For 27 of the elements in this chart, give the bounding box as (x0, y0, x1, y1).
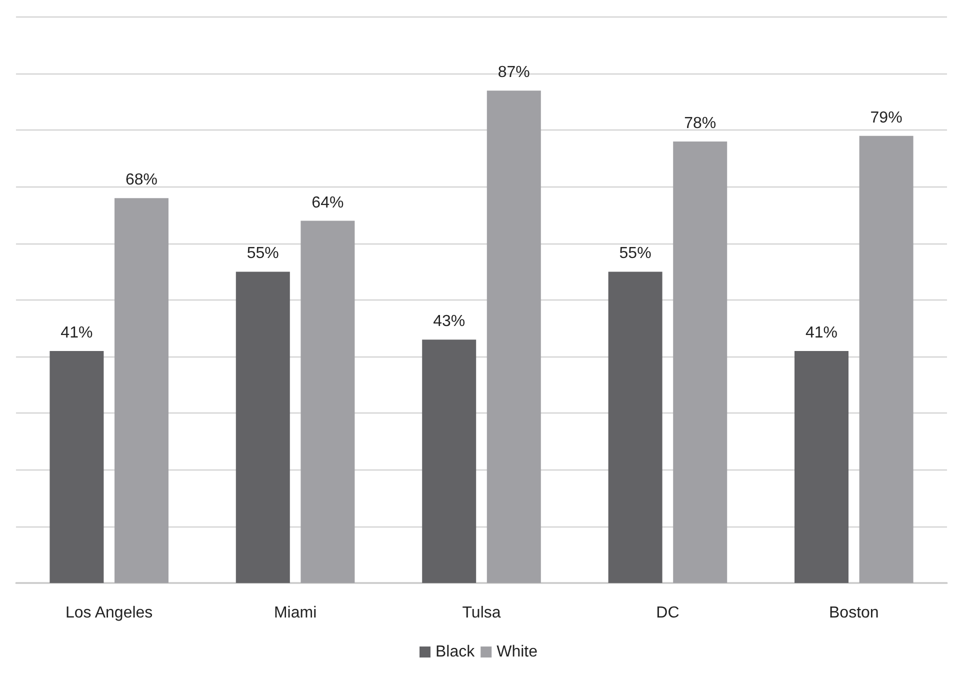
data-label: 43% (433, 313, 466, 330)
bar (673, 142, 728, 583)
data-label: 78% (684, 115, 716, 132)
data-label: 55% (619, 245, 652, 262)
x-tick-label: DC (656, 604, 680, 622)
data-label: 64% (312, 194, 344, 212)
legend-label: White (496, 644, 538, 660)
bar (236, 272, 290, 583)
bar (50, 350, 104, 583)
bar (114, 198, 168, 583)
data-label: 87% (498, 64, 530, 82)
data-label: 79% (870, 109, 902, 126)
x-tick-label: Los Angeles (66, 604, 153, 622)
bar (486, 90, 541, 583)
bar (422, 340, 476, 583)
x-tick-label: Miami (274, 604, 317, 622)
bar (859, 136, 914, 583)
bar (300, 220, 355, 583)
bar (794, 350, 848, 583)
data-label: 68% (125, 172, 158, 189)
data-label: 55% (246, 245, 279, 262)
x-tick-label: Tulsa (462, 604, 501, 622)
x-tick-label: Boston (828, 604, 879, 622)
legend-label: Black (435, 644, 476, 660)
data-label: 41% (60, 324, 93, 342)
bar (608, 272, 662, 583)
data-label: 41% (805, 324, 838, 342)
